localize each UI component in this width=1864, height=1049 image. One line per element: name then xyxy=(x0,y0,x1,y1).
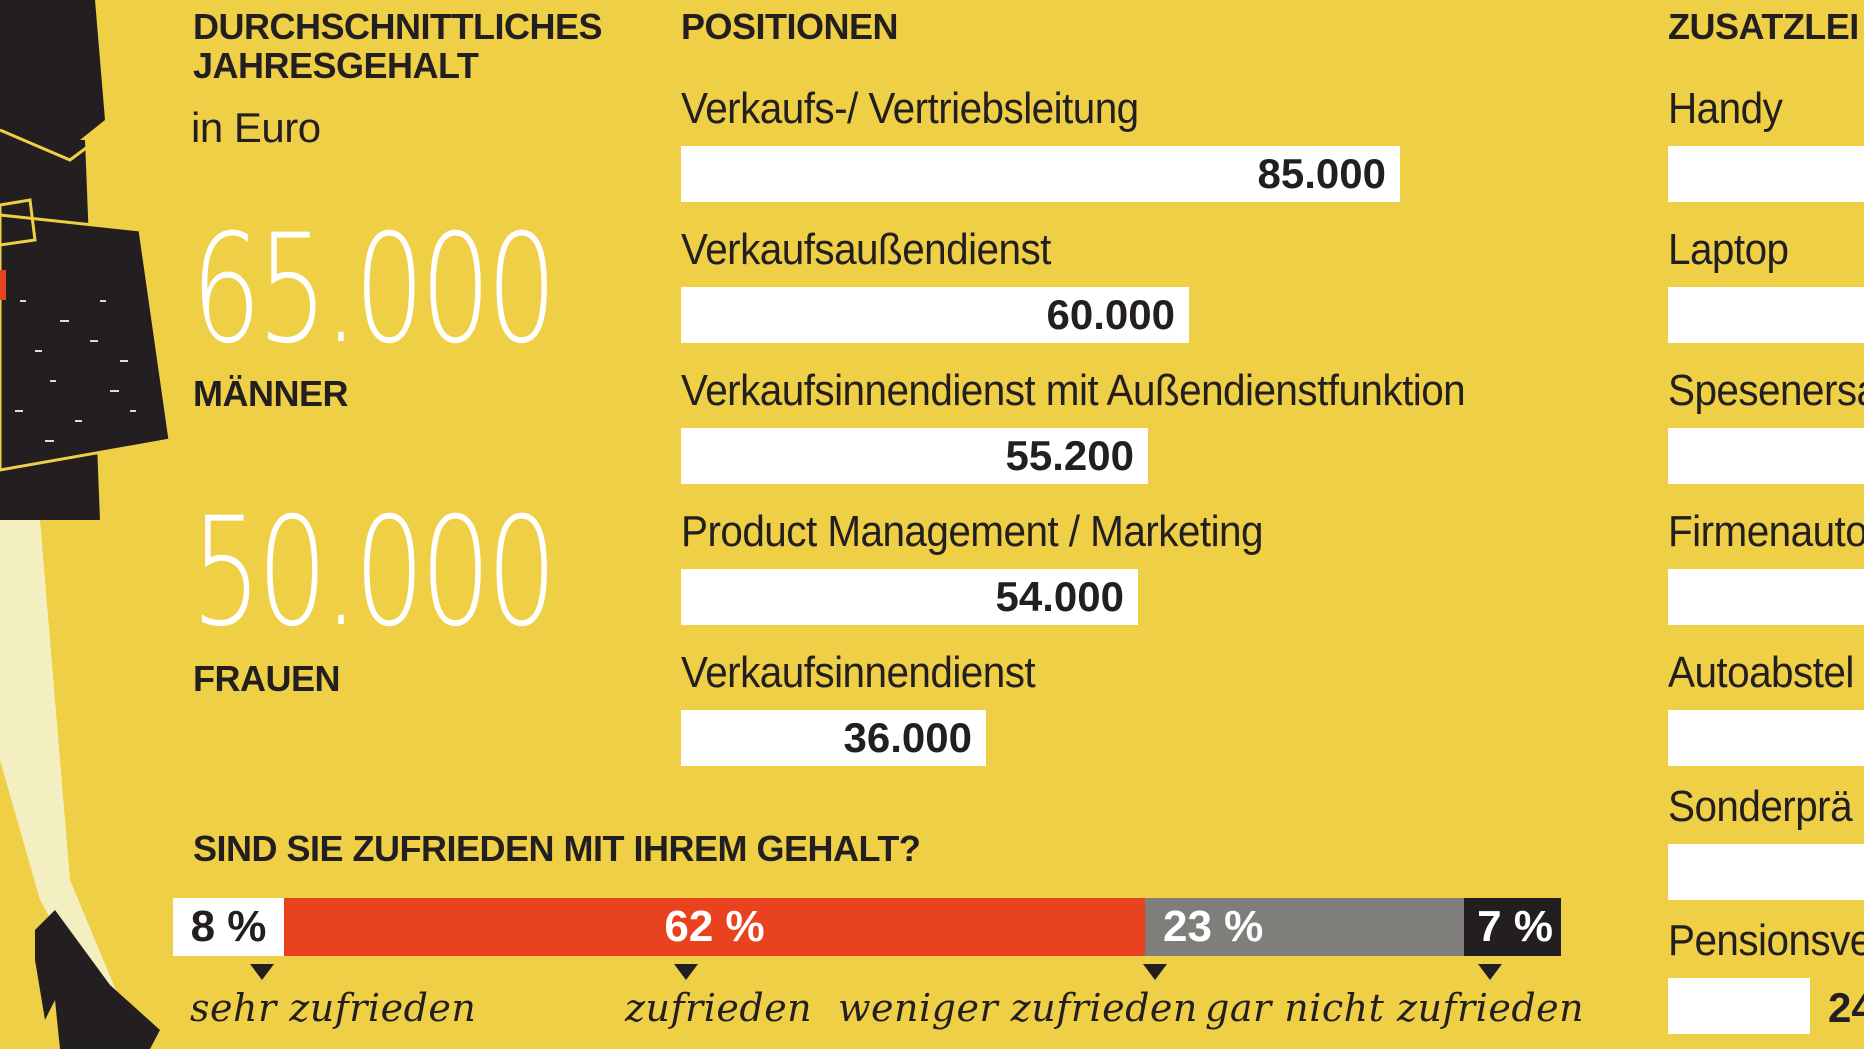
satisfaction-category-label: gar nicht zufrieden xyxy=(1205,986,1585,1030)
satisfaction-segment: 23 % xyxy=(1145,898,1464,956)
satisfaction-value-label: 7 % xyxy=(1477,902,1553,951)
extras-bar xyxy=(1668,428,1864,484)
satisfaction-category-label: sehr zufrieden xyxy=(190,986,477,1030)
extras-bar xyxy=(1668,978,1810,1034)
extras-bar xyxy=(1668,710,1864,766)
men-label: MÄNNER xyxy=(193,373,349,414)
extras-label: Autoabstel xyxy=(1668,648,1854,697)
position-bar: 85.000 xyxy=(681,146,1400,202)
satisfaction-segment: 62 % xyxy=(284,898,1145,956)
women-salary-value: 50.000 xyxy=(191,486,557,660)
satisfaction-category-label: zufrieden xyxy=(625,986,813,1030)
extras-bar xyxy=(1668,569,1864,625)
position-label: Verkaufsinnendienst xyxy=(681,648,1036,697)
position-label: Verkaufsaußendienst xyxy=(681,225,1051,274)
businesswoman-illustration xyxy=(0,0,172,1049)
satisfaction-marker-icon xyxy=(250,964,274,980)
salary-heading: DURCHSCHNITTLICHES JAHRESGEHALT xyxy=(193,6,603,86)
extras-bar xyxy=(1668,287,1864,343)
satisfaction-marker-icon xyxy=(1143,964,1167,980)
extras-label: Laptop xyxy=(1668,225,1789,274)
extras-value-label: 24 xyxy=(1828,984,1864,1031)
positions-heading: POSITIONEN xyxy=(681,6,899,47)
position-label: Verkaufs-/ Vertriebsleitung xyxy=(681,84,1139,133)
extras-heading: ZUSATZLEI xyxy=(1668,6,1859,47)
position-value-label: 85.000 xyxy=(1257,150,1386,197)
extras-label: Spesenersa xyxy=(1668,366,1864,415)
position-value-label: 36.000 xyxy=(843,714,972,761)
women-label: FRAUEN xyxy=(193,658,341,699)
satisfaction-value-label: 8 % xyxy=(190,902,267,951)
salary-heading-line1: DURCHSCHNITTLICHES xyxy=(193,6,603,47)
satisfaction-marker-icon xyxy=(1478,964,1502,980)
extras-label: Handy xyxy=(1668,84,1783,133)
extras-bar xyxy=(1668,146,1864,202)
satisfaction-heading: SIND SIE ZUFRIEDEN MIT IHREM GEHALT? xyxy=(193,828,921,869)
position-bar: 60.000 xyxy=(681,287,1189,343)
extras-label: Firmenauto xyxy=(1668,507,1864,556)
satisfaction-category-label: weniger zufrieden xyxy=(838,986,1198,1030)
extras-bar xyxy=(1668,844,1864,900)
satisfaction-value-label: 62 % xyxy=(664,902,765,951)
satisfaction-marker-icon xyxy=(674,964,698,980)
position-label: Product Management / Marketing xyxy=(681,507,1264,556)
men-salary-value: 65.000 xyxy=(191,203,557,377)
extras-label: Pensionsve xyxy=(1668,916,1864,965)
satisfaction-segment: 8 % xyxy=(173,898,284,956)
position-value-label: 55.200 xyxy=(1005,432,1134,479)
satisfaction-segment: 7 % xyxy=(1464,898,1561,956)
position-bar: 55.200 xyxy=(681,428,1148,484)
extras-label: Sonderprä xyxy=(1668,782,1853,831)
position-bar: 54.000 xyxy=(681,569,1138,625)
satisfaction-value-label: 23 % xyxy=(1163,902,1264,951)
position-label: Verkaufsinnendienst mit Außendienstfunkt… xyxy=(681,366,1466,415)
salary-heading-line2: JAHRESGEHALT xyxy=(193,44,479,86)
salary-unit: in Euro xyxy=(191,104,321,151)
position-bar: 36.000 xyxy=(681,710,986,766)
position-value-label: 60.000 xyxy=(1046,291,1175,338)
position-value-label: 54.000 xyxy=(995,573,1124,620)
